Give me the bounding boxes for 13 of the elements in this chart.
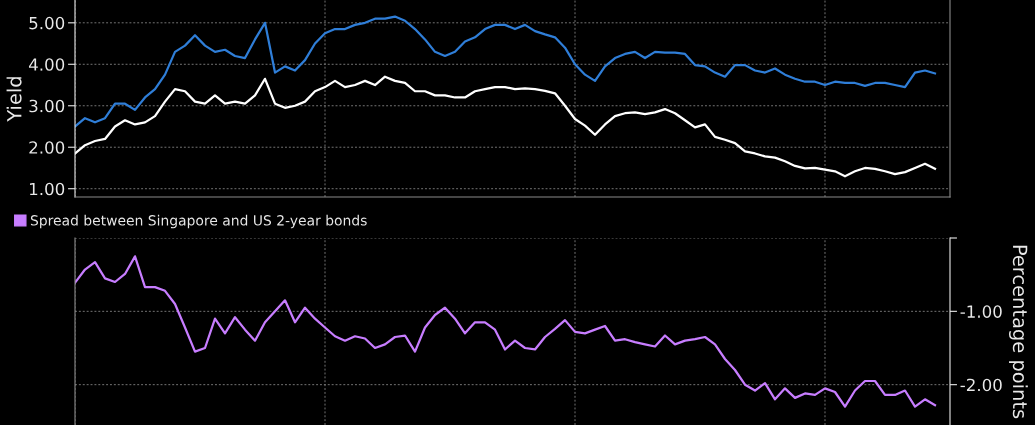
legend-label: Spread between Singapore and US 2-year bonds — [30, 214, 367, 229]
y-tick-label: 5.00 — [29, 16, 65, 30]
line-series — [75, 15, 937, 128]
y-tick-label: 3.00 — [29, 99, 65, 113]
y-tick-label: -2.00 — [960, 378, 1002, 392]
line-series — [75, 255, 937, 408]
y-tick-label: 2.00 — [29, 141, 65, 154]
line-series — [75, 75, 937, 178]
y-axis-title: Percentage points — [1009, 245, 1028, 419]
y-tick-label: 1.00 — [30, 182, 65, 196]
y-axis-title: Yield — [6, 77, 22, 122]
y-tick-label: 4.00 — [28, 58, 65, 71]
y-tick-label: -1.00 — [960, 305, 1002, 318]
